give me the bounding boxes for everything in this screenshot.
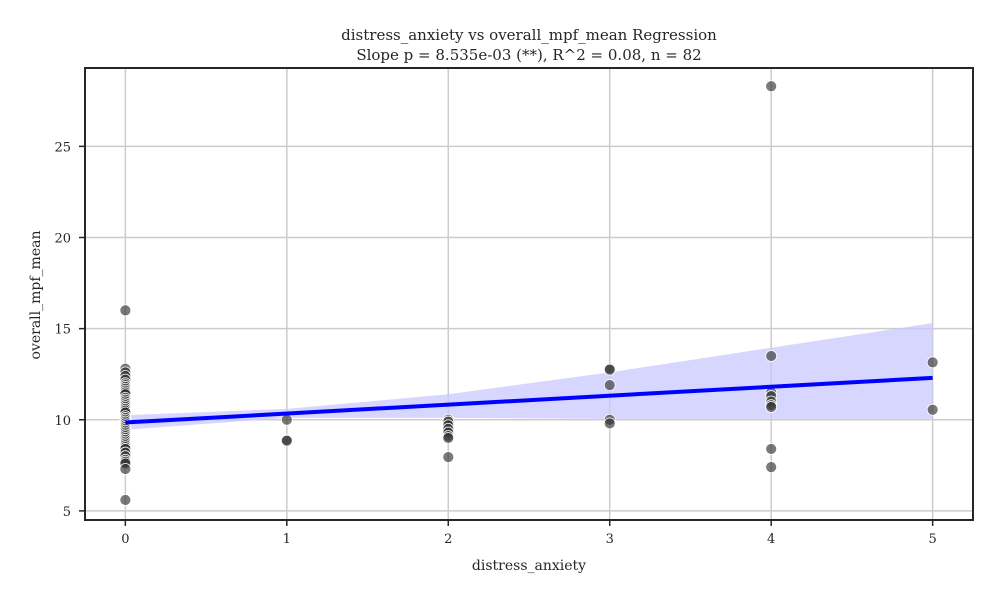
confidence-band-layer: [125, 323, 933, 430]
y-axis-label: overall_mpf_mean: [28, 231, 44, 360]
y-tick-label: 20: [54, 232, 71, 247]
data-point: [442, 432, 455, 444]
data-point: [119, 463, 132, 475]
grid: [85, 68, 973, 520]
y-tick-label: 15: [54, 323, 71, 338]
x-tick-label: 3: [606, 532, 614, 547]
y-tick-label: 25: [54, 140, 71, 155]
data-point: [765, 443, 778, 455]
data-point: [603, 363, 616, 376]
plot-frame: [84, 67, 974, 521]
data-point: [765, 350, 778, 362]
y-tick-label: 5: [63, 505, 71, 520]
x-tick-label: 5: [928, 532, 936, 547]
data-point: [926, 356, 939, 369]
data-point: [280, 434, 293, 447]
y-tick-label: 10: [54, 414, 71, 429]
data-point: [280, 413, 293, 426]
data-point: [119, 494, 132, 506]
chart-subtitle: Slope p = 8.535e-03 (**), R^2 = 0.08, n …: [356, 46, 701, 64]
data-point: [119, 304, 132, 317]
x-axis-label: distress_anxiety: [472, 558, 586, 574]
x-tick-label: 2: [444, 532, 452, 547]
data-point: [442, 451, 455, 464]
data-point: [765, 80, 778, 93]
ticks-layer: 0 1 2 3 4 5 5 10 15 20 25: [54, 140, 936, 547]
regression-line: [125, 375, 933, 425]
points-layer: [119, 80, 939, 506]
x-tick-label: 4: [767, 532, 775, 547]
data-point: [765, 461, 778, 474]
regression-line-layer: [125, 375, 933, 425]
data-point: [765, 401, 778, 413]
data-point: [603, 379, 616, 392]
x-tick-label: 1: [283, 532, 291, 547]
confidence-band: [125, 323, 933, 430]
data-point: [926, 403, 939, 416]
chart-title: distress_anxiety vs overall_mpf_mean Reg…: [341, 26, 717, 44]
data-point: [603, 417, 616, 430]
x-tick-label: 0: [121, 532, 129, 547]
